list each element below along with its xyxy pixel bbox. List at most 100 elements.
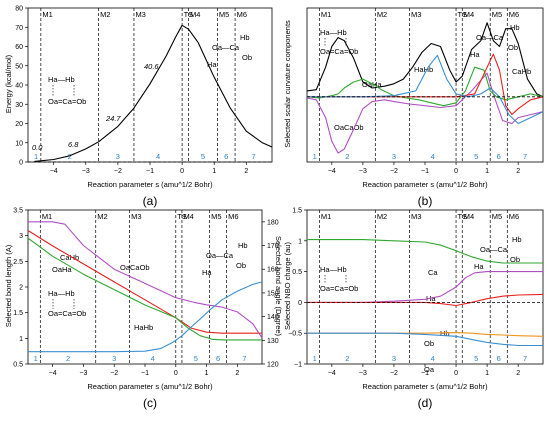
panel-c-xlabel: Reaction parameter s (amu^1/2 Bohr): [87, 382, 213, 391]
panel-c-ytick-label: 1: [19, 336, 23, 343]
panel-c-xtick-label: 1: [205, 370, 209, 377]
panel-d-xtick-label: 0: [454, 370, 458, 377]
panel-b-xtick-label: −2: [390, 168, 398, 175]
panel-c-annotation-0: CaHb: [60, 253, 79, 262]
panel-c-y2tick-label: 130: [267, 338, 279, 345]
panel-a-xtick-label: 2: [244, 168, 248, 175]
panel-c-y2tick-label: 120: [267, 362, 279, 369]
panel-d-structure-right: Hb Oa—Ca Ob Ha: [474, 235, 522, 271]
panel-a: Energy (kcal/mol) Reaction parameter s (…: [4, 6, 273, 208]
panel-a-marker-label-m1: M1: [42, 10, 52, 19]
panel-b-xtick-label: 1: [485, 168, 489, 175]
panel-a-annotation-0: 0.0: [32, 143, 43, 152]
panel-b-series-line-2: [306, 66, 544, 107]
panel-c-structure-left-top: Ha—Hb: [48, 289, 75, 298]
panel-a-series-line-0: [34, 24, 273, 162]
panel-a-structure-left-bottom: Oa=Ca=Ob: [48, 97, 86, 106]
panel-a-region-7: 7: [251, 152, 255, 161]
panel-d-series-line-2: [307, 293, 544, 307]
panel-c-ytick-label: 3.5: [13, 208, 23, 215]
panel-c-y2tick-label: 180: [267, 219, 279, 226]
panel-b-marker-label-m4: M4: [464, 10, 474, 19]
panel-a-marker-label-m3: M3: [135, 10, 145, 19]
panel-d-label: (d): [418, 396, 433, 410]
panel-d-ytick-label: 0: [298, 300, 302, 307]
panel-a-structure-right: Hb Oa—Ca Ob Ha: [207, 33, 252, 69]
panel-a-ytick-label: 0: [19, 160, 23, 167]
panel-b-xtick-label: 0: [454, 168, 458, 175]
panel-d-marker-label-m1: M1: [321, 212, 331, 221]
panel-a-region-1: 1: [34, 152, 38, 161]
panel-a-region-5: 5: [201, 152, 205, 161]
panel-d-ytick-label: −0.5: [288, 331, 302, 338]
panel-d-marker-label-m5: M5: [492, 212, 502, 221]
panel-b: Selected scalar curvature components Rea…: [283, 7, 544, 208]
panel-b-series-line-1: [306, 72, 544, 154]
panel-c-label: (c): [143, 396, 157, 410]
panel-b-xtick-label: −1: [421, 168, 429, 175]
panel-c-annotation-2: OaCaOb: [120, 263, 150, 272]
panel-c-ytick-label: 3: [19, 233, 23, 240]
panel-a-ytick-label: 70: [15, 25, 23, 32]
panel-b-label: (b): [418, 194, 433, 208]
panel-c-ylabel: Selected bond length (A): [4, 244, 13, 327]
panel-b-region-2: 2: [345, 152, 349, 161]
panel-a-structure-right-ha: Ha: [207, 60, 217, 69]
panel-b-region-5: 5: [474, 152, 478, 161]
panel-b-region-1: 1: [313, 152, 317, 161]
panel-c-ytick-label: 0.5: [13, 362, 23, 369]
panel-c-structure-right-ha: Ha: [202, 268, 212, 277]
panel-c-marker-label-m5: M5: [211, 212, 221, 221]
panel-c-ytick-label: 2: [19, 285, 23, 292]
panel-a-structure-left: Ha—Hb Oa=Ca=Ob: [48, 75, 86, 106]
panel-b-structure-right: Hb Oa—Ca Ob Ha: [470, 23, 520, 59]
panel-b-region-4: 4: [431, 152, 435, 161]
panel-d-xlabel: Reaction parameter s (amu^1/2 Bohr): [362, 382, 488, 391]
panel-a-marker-label-m5: M5: [219, 10, 229, 19]
panel-d-series-line-0: [307, 239, 543, 264]
panel-c-series-line-2: [28, 221, 263, 339]
panel-c-marker-label-m1: M1: [42, 212, 52, 221]
panel-c-ytick-label: 2.5: [13, 259, 23, 266]
panel-a-xtick-label: −1: [146, 168, 154, 175]
panel-a-ytick-label: 40: [15, 83, 23, 90]
panel-d-ylabel: Selected NBO charge (au): [283, 242, 292, 330]
panel-a-structure-left-top: Ha—Hb: [48, 75, 75, 84]
panel-d-region-5: 5: [474, 354, 478, 363]
panel-c-annotation-1: OaHa: [52, 265, 72, 274]
panel-d-xtick-label: −4: [328, 370, 336, 377]
panel-b-annotation-1: OaCaOb: [334, 123, 364, 132]
panel-b-structure-left: Ha—Hb Oa=Ca=Ob: [320, 28, 358, 56]
panel-d-annotation-3: Ob: [424, 339, 434, 348]
panel-c-marker-label-m2: M2: [97, 212, 107, 221]
panel-a-annotation-1: 6.8: [68, 140, 79, 149]
panel-d-region-7: 7: [523, 354, 527, 363]
panel-a-xtick-label: 0: [180, 168, 184, 175]
panel-b-series-line-0: [306, 22, 544, 98]
panel-d-ytick-label: 1.5: [292, 208, 302, 215]
panel-a-ytick-label: 30: [15, 102, 23, 109]
panel-d-structure-left-top: Ha—Hb: [320, 265, 347, 274]
panel-d-annotation-2: Hb: [440, 329, 450, 338]
panel-d-region-4: 4: [431, 354, 435, 363]
panel-c-series-line-1: [27, 237, 262, 341]
panel-c-series-line-3: [28, 281, 263, 353]
panel-b-structure-right-chain: Oa—Ca: [476, 33, 504, 42]
panel-a-ytick-label: 50: [15, 63, 23, 70]
panel-a-xtick-label: −3: [82, 168, 90, 175]
panel-b-xlabel: Reaction parameter s (amu^1/2 Bohr): [362, 180, 488, 189]
panel-c-ytick-label: 1.5: [13, 310, 23, 317]
panel-a-structure-right-hb: Hb: [240, 33, 250, 42]
panel-c-structure-right-hb: Hb: [238, 241, 248, 250]
panel-c-region-2: 2: [66, 354, 70, 363]
panel-b-structure-left-bottom: Oa=Ca=Ob: [320, 47, 358, 56]
panel-c-marker-label-m3: M3: [131, 212, 141, 221]
panel-b-region-3: 3: [392, 152, 396, 161]
panel-b-region-6: 6: [497, 152, 501, 161]
panel-c-structure-right: Hb Oa—Ca Ob Ha: [202, 241, 248, 277]
panel-c-region-3: 3: [112, 354, 116, 363]
panel-d-structure-left: Ha—Hb Oa=Ca=Ob: [320, 265, 358, 293]
panel-d-series-line-1: [307, 271, 543, 303]
panel-d: Selected NBO charge (au) Reaction parame…: [283, 208, 544, 410]
panel-d-region-3: 3: [392, 354, 396, 363]
